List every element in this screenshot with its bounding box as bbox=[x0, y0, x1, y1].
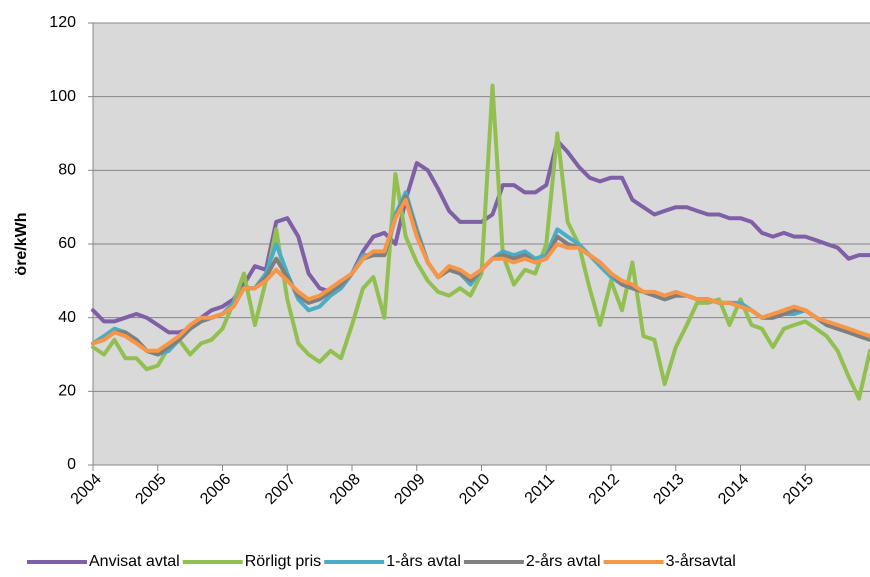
legend-label: 3-årsavtal bbox=[666, 552, 736, 570]
legend-label: 2-års avtal bbox=[526, 552, 601, 570]
x-tick-label: 2012 bbox=[586, 471, 623, 508]
y-tick-label: 0 bbox=[67, 456, 76, 473]
y-axis-label: öre/kWh bbox=[13, 212, 30, 275]
x-tick-label: 2013 bbox=[650, 471, 687, 508]
y-tick-label: 100 bbox=[49, 88, 76, 105]
x-tick-label: 2005 bbox=[132, 471, 169, 508]
x-tick-label: 2004 bbox=[68, 471, 105, 508]
y-tick-label: 20 bbox=[58, 383, 76, 400]
series-line bbox=[91, 83, 870, 401]
series-line bbox=[91, 197, 870, 353]
x-tick-label: 2007 bbox=[262, 471, 299, 508]
y-tick-label: 80 bbox=[58, 162, 76, 179]
x-tick-label: 2015 bbox=[780, 471, 817, 508]
legend-label: Anvisat avtal bbox=[89, 553, 180, 570]
x-tick-label: 2006 bbox=[197, 471, 234, 508]
y-tick-label: 60 bbox=[58, 235, 76, 252]
y-tick-label: 120 bbox=[49, 14, 76, 31]
legend-label: 1-års avtal bbox=[386, 552, 461, 570]
y-tick-label: 40 bbox=[58, 309, 76, 326]
x-tick-label: 2014 bbox=[715, 471, 752, 508]
x-tick-label: 2009 bbox=[391, 471, 428, 508]
x-tick-label: 2010 bbox=[456, 471, 493, 508]
series-line bbox=[91, 138, 870, 335]
x-tick-label: 2011 bbox=[522, 471, 558, 507]
legend-label: Rörligt pris bbox=[245, 553, 321, 570]
x-tick-label: 2008 bbox=[327, 471, 364, 508]
